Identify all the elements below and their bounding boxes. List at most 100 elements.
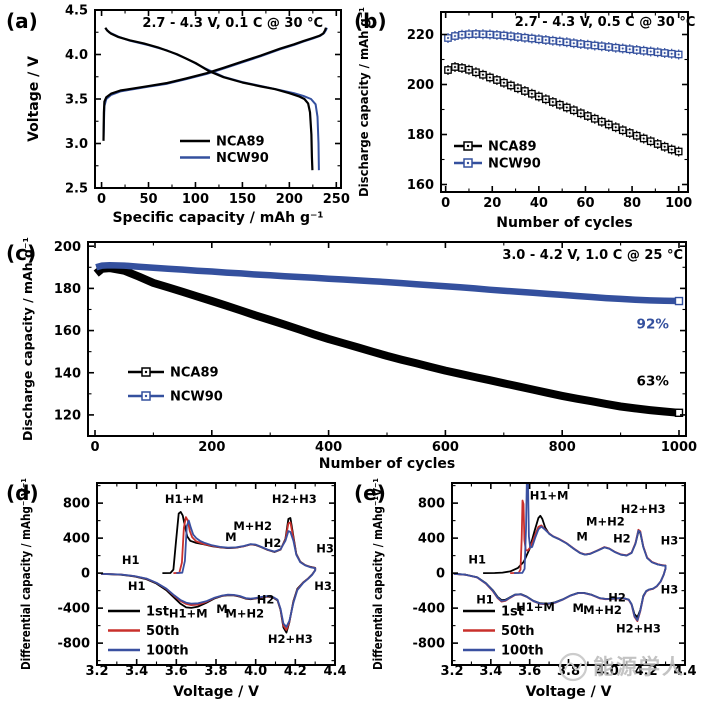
end-marker	[674, 408, 684, 418]
marker-dot	[467, 33, 470, 36]
marker-dot	[495, 79, 498, 81]
legend-label: NCW90	[170, 390, 223, 405]
x-tick-label: 3.2	[440, 664, 463, 679]
panel-letter: (c)	[6, 241, 36, 265]
marker-dot	[635, 134, 638, 137]
marker-dot	[663, 52, 666, 54]
marker-dot	[516, 87, 519, 90]
x-tick-label: 600	[432, 440, 459, 455]
series-group	[100, 511, 317, 634]
y-tick-label: 800	[63, 497, 90, 512]
series-NCW90-100th	[453, 484, 667, 622]
marker-dot	[621, 129, 624, 132]
phase-label: M	[216, 602, 227, 616]
marker-dot	[495, 34, 498, 36]
marker-dot	[572, 109, 575, 112]
x-tick-label: 4.2	[284, 664, 307, 679]
y-tick-label: 400	[418, 532, 445, 547]
y-axis-label: Discharge capacity / mAh g⁻¹	[20, 237, 35, 441]
marker-dot	[656, 51, 659, 54]
legend-label: 100th	[501, 644, 544, 659]
marker-dot	[614, 46, 617, 49]
y-tick-label: 0	[436, 567, 445, 582]
phase-label: H1	[476, 592, 494, 606]
phase-label: H2+H3	[272, 492, 317, 506]
retention-label: 92%	[637, 316, 670, 332]
phase-label: M+H2	[233, 519, 272, 533]
x-tick-label: 0	[90, 440, 99, 455]
marker-dot	[551, 39, 554, 42]
x-tick-label: 4.2	[635, 664, 658, 679]
y-tick-label: -400	[412, 602, 445, 617]
x-tick-label: 150	[229, 192, 256, 207]
marker-dot	[446, 69, 449, 71]
panel-c-chart: 0 200 400 600 800 1000 120 140 160 180 200 Number o…	[6, 237, 697, 472]
panel-e-chart: 3.2 3.4 3.6 3.8 4.0 4.2 4.4 -800 -400 0 400 800 Volt…	[354, 478, 697, 700]
marker-dot	[621, 47, 624, 50]
phase-label: H3	[316, 542, 334, 556]
y-tick-label: -800	[57, 637, 90, 652]
panel-d-chart: 3.2 3.4 3.6 3.8 4.0 4.2 4.4 -800 -400 0 400 800 Volt…	[6, 478, 347, 700]
y-axis-label: Voltage / V	[26, 56, 42, 142]
x-tick-label: 3.6	[165, 664, 188, 679]
y-tick-label: 0	[81, 567, 90, 582]
legend-label: NCA89	[488, 140, 537, 155]
marker-dot	[509, 35, 512, 38]
marker-dot	[642, 49, 645, 52]
marker-dot	[474, 71, 477, 74]
panel-a-chart: 0 50 100 150 200 250 2.5 3.0 3.5 4.0 4.5 Specific c…	[6, 4, 350, 226]
phase-label: H1+M	[165, 492, 204, 506]
condition-annotation: 2.7 - 4.3 V, 0.1 C @ 30 °C	[142, 16, 323, 31]
legend-marker-dot	[466, 144, 470, 148]
phase-label: H1	[468, 553, 486, 567]
phase-label: H1	[122, 553, 140, 567]
panel-b-chart: 0 20 40 60 80 100 160 180 200 220 Number of cycles…	[354, 7, 695, 231]
marker-dot	[600, 120, 603, 123]
marker-dot	[551, 101, 554, 103]
series-NCW90-1C	[95, 261, 680, 305]
marker-dot	[649, 50, 652, 53]
marker-dot	[663, 145, 666, 148]
series-NCW90-discharge	[104, 27, 320, 171]
phase-label: H3	[314, 579, 332, 593]
marker-dot	[600, 45, 603, 48]
marker-dot	[446, 37, 449, 39]
x-tick-label: 60	[576, 196, 594, 211]
end-marker	[674, 296, 684, 306]
marker-dot	[628, 132, 631, 134]
marker-dot	[523, 36, 526, 39]
marker-dot	[670, 148, 673, 151]
marker-dot	[453, 35, 456, 37]
x-axis-label: Number of cycles	[496, 215, 633, 231]
marker-dot	[460, 67, 463, 69]
x-tick-label: 3.4	[125, 664, 148, 679]
marker-dot	[509, 84, 512, 87]
x-tick-label: 800	[549, 440, 576, 455]
marker-dot	[677, 150, 680, 153]
y-tick-label: 140	[54, 366, 81, 381]
y-tick-label: 160	[407, 178, 434, 193]
x-tick-label: 1000	[661, 440, 697, 455]
y-tick-label: -400	[57, 602, 90, 617]
legend-label: 50th	[146, 624, 180, 639]
y-tick-label: 120	[54, 409, 81, 424]
phase-label: H2	[608, 591, 626, 605]
y-tick-label: 2.5	[65, 182, 88, 197]
x-tick-label: 4.0	[244, 664, 267, 679]
legend-label: NCA89	[216, 135, 265, 150]
marker-dot	[502, 81, 505, 84]
legend-label: 1st	[146, 605, 169, 620]
phase-label: M	[225, 530, 236, 544]
marker-dot	[523, 90, 526, 92]
marker-dot	[544, 39, 547, 41]
y-tick-label: 3.5	[65, 93, 88, 108]
phase-label: H2+H3	[621, 502, 666, 516]
phase-label: H2+H3	[268, 632, 313, 646]
x-tick-label: 4.4	[673, 664, 696, 679]
marker-dot	[649, 140, 652, 143]
phase-label: M	[576, 529, 587, 543]
x-tick-label: 200	[198, 440, 225, 455]
legend-marker-dot	[466, 161, 470, 165]
y-tick-label: 160	[54, 324, 81, 339]
